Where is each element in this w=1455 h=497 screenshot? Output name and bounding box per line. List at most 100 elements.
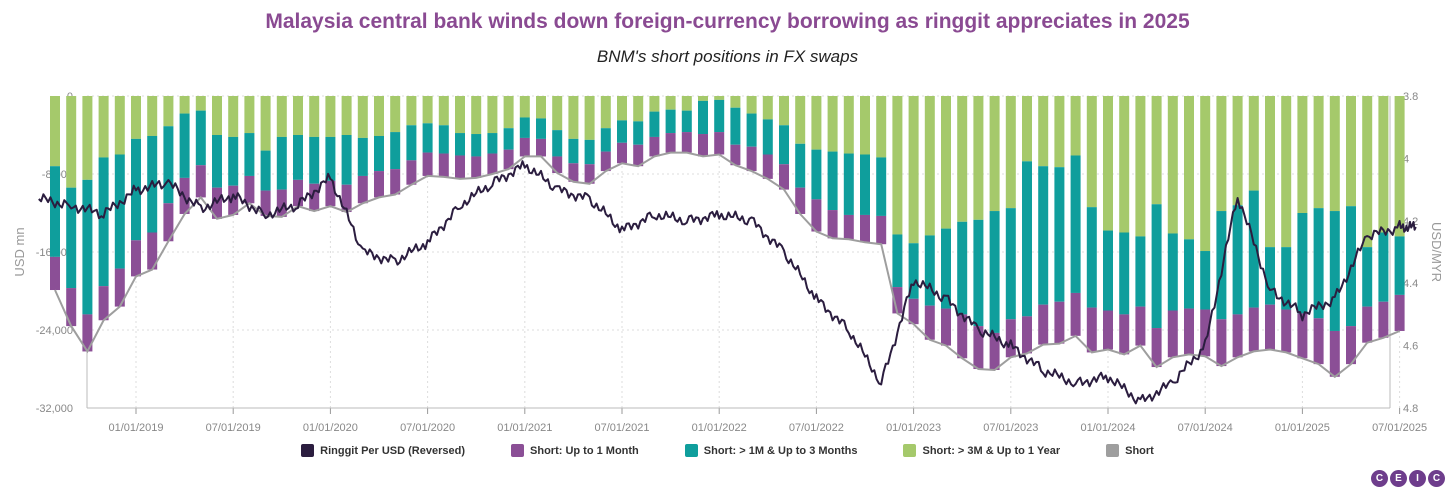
- legend-item-short[interactable]: Short: [1106, 444, 1154, 457]
- bar-segment-3m-1y: [519, 96, 530, 118]
- bar-segment-up-to-1m: [487, 153, 498, 174]
- bar-segment-up-to-1m: [973, 326, 984, 369]
- bar-segment-3m-1y: [1103, 96, 1113, 231]
- bar-segment-1m-3m: [1070, 155, 1081, 293]
- bar-segment-1m-3m: [374, 135, 384, 172]
- x-tick-label: 07/01/2021: [594, 422, 649, 434]
- y-tick-label: -32,000: [36, 403, 73, 415]
- bar-segment-3m-1y: [617, 96, 627, 121]
- bar-segment-up-to-1m: [1135, 306, 1146, 346]
- bar-segment-3m-1y: [82, 96, 93, 180]
- bar-segment-3m-1y: [1119, 96, 1130, 233]
- bar-segment-up-to-1m: [455, 155, 465, 179]
- bar-segment-1m-3m: [1022, 161, 1032, 317]
- bar-segment-up-to-1m: [746, 146, 757, 172]
- bar-segment-up-to-1m: [374, 171, 384, 198]
- bar-segment-up-to-1m: [422, 152, 433, 176]
- bar-segment-up-to-1m: [1119, 314, 1130, 355]
- bar-segment-3m-1y: [957, 96, 968, 222]
- bar-segment-3m-1y: [179, 96, 190, 114]
- bar-segment-3m-1y: [212, 96, 222, 135]
- legend-swatch-1m-3m: [684, 444, 698, 457]
- bar-segment-3m-1y: [1232, 96, 1243, 206]
- bar-segment-3m-1y: [989, 96, 1000, 212]
- bar-segment-3m-1y: [552, 96, 563, 131]
- bar-segment-up-to-1m: [924, 305, 935, 340]
- legend-item-up-to-1m[interactable]: Short: Up to 1 Month: [511, 444, 639, 457]
- bar-segment-1m-3m: [82, 179, 93, 315]
- bar-segment-up-to-1m: [536, 138, 546, 157]
- bar-segment-3m-1y: [1346, 96, 1356, 207]
- bar-segment-3m-1y: [357, 96, 368, 138]
- bar-segment-up-to-1m: [1005, 319, 1016, 358]
- bar-segment-1m-3m: [827, 151, 838, 211]
- bar-segment-1m-3m: [519, 117, 530, 138]
- bar-segment-1m-3m: [973, 219, 984, 327]
- bar-segment-3m-1y: [390, 96, 401, 133]
- bar-segment-1m-3m: [568, 138, 579, 164]
- logo-letter: C: [1428, 470, 1445, 487]
- bar-segment-1m-3m: [276, 136, 287, 190]
- bar-segment-up-to-1m: [1394, 294, 1405, 331]
- bar-segment-up-to-1m: [50, 256, 60, 291]
- bar-segment-up-to-1m: [552, 156, 563, 174]
- bar-segment-up-to-1m: [779, 164, 789, 190]
- bar-segment-3m-1y: [779, 96, 789, 126]
- legend-item-ringgit[interactable]: Ringgit Per USD (Reversed): [301, 444, 465, 457]
- bar-segment-up-to-1m: [1216, 319, 1227, 367]
- x-tick-label: 07/01/2019: [206, 422, 261, 434]
- bar-segment-3m-1y: [1281, 96, 1292, 248]
- bar-segment-1m-3m: [1216, 211, 1227, 320]
- bar-segment-3m-1y: [1329, 96, 1340, 212]
- bar-segment-up-to-1m: [276, 189, 287, 217]
- bar-segment-3m-1y: [503, 96, 514, 129]
- bar-segment-1m-3m: [681, 110, 692, 133]
- bar-segment-3m-1y: [438, 96, 449, 126]
- bar-segment-1m-3m: [957, 221, 968, 315]
- bar-segment-1m-3m: [422, 123, 433, 153]
- bar-segment-1m-3m: [260, 150, 271, 191]
- bar-segment-up-to-1m: [1281, 309, 1292, 353]
- bar-segment-3m-1y: [50, 96, 60, 167]
- bar-segment-3m-1y: [195, 96, 206, 111]
- bar-segment-3m-1y: [795, 96, 806, 144]
- bar-segment-1m-3m: [1313, 208, 1324, 319]
- bar-segment-1m-3m: [536, 118, 546, 139]
- bar-segment-1m-3m: [600, 128, 611, 152]
- y2-axis-title: USD/MYR: [1429, 222, 1444, 282]
- bar-segment-up-to-1m: [309, 183, 320, 212]
- x-tick-label: 01/01/2022: [692, 422, 747, 434]
- bar-segment-3m-1y: [633, 96, 644, 122]
- y2-tick-label: 4: [1403, 153, 1409, 165]
- bar-segment-3m-1y: [1167, 96, 1178, 234]
- legend-item-1m-3m[interactable]: Short: > 1M & Up to 3 Months: [684, 444, 857, 457]
- bar-segment-3m-1y: [260, 96, 271, 151]
- bar-segment-1m-3m: [195, 110, 206, 166]
- bar-segment-up-to-1m: [617, 142, 627, 164]
- logo-letter: I: [1409, 470, 1426, 487]
- y-axis-title: USD mn: [12, 227, 27, 276]
- ceic-logo: C E I C: [1371, 470, 1445, 487]
- bar-segment-up-to-1m: [228, 185, 239, 215]
- bar-segment-up-to-1m: [633, 144, 644, 167]
- bar-segment-3m-1y: [924, 96, 935, 236]
- bar-segment-1m-3m: [163, 126, 174, 204]
- bar-segment-up-to-1m: [1103, 310, 1113, 350]
- legend-item-3m-1y[interactable]: Short: > 3M & Up to 1 Year: [903, 444, 1060, 457]
- bar-segment-up-to-1m: [1038, 304, 1049, 345]
- bar-segment-3m-1y: [1297, 96, 1308, 213]
- bar-segment-up-to-1m: [1329, 330, 1340, 377]
- legend-swatch-up-to-1m: [511, 444, 525, 457]
- y2-tick-label: 4.8: [1403, 403, 1418, 415]
- bar-segment-1m-3m: [471, 134, 482, 157]
- bar-segment-3m-1y: [147, 96, 158, 136]
- bar-segment-up-to-1m: [827, 210, 838, 239]
- bar-segment-1m-3m: [503, 128, 514, 150]
- bar-segment-up-to-1m: [811, 199, 822, 232]
- x-tick-label: 07/01/2025: [1372, 422, 1427, 434]
- bar-segment-1m-3m: [98, 157, 109, 287]
- legend-label-ringgit: Ringgit Per USD (Reversed): [320, 444, 466, 457]
- bar-segment-1m-3m: [1184, 239, 1194, 309]
- bar-segment-up-to-1m: [795, 187, 806, 214]
- x-tick-label: 01/01/2023: [886, 422, 941, 434]
